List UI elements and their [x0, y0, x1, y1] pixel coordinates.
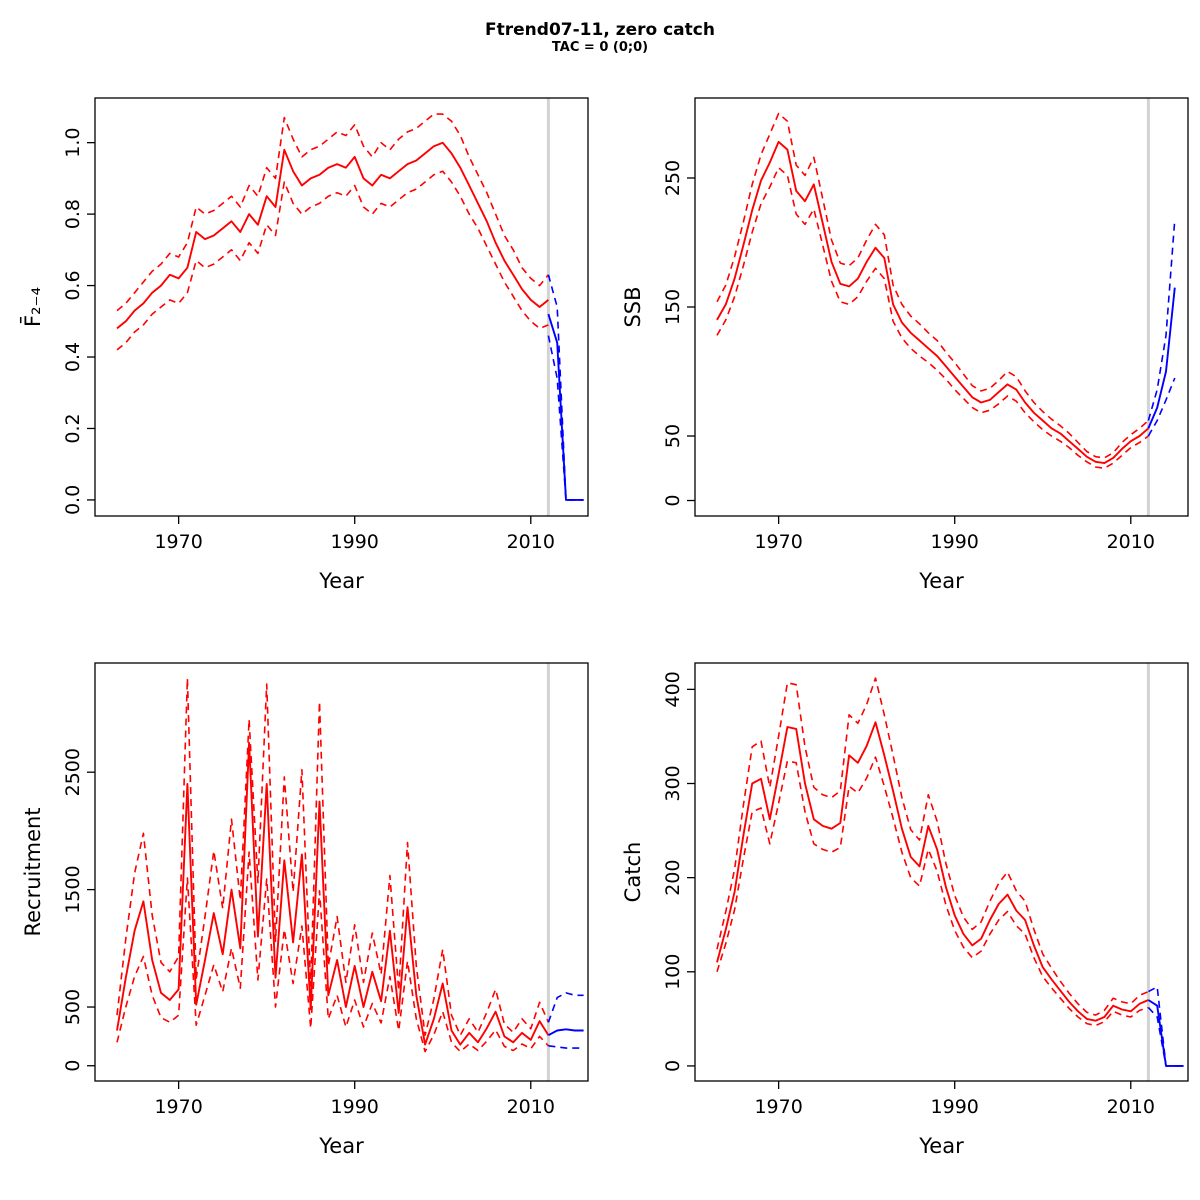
y-axis-tick-label: 0.0: [62, 485, 84, 515]
plot-border: [94, 662, 589, 1082]
projection-ci-upper-line: [547, 992, 584, 1023]
y-axis-tick-label: 300: [662, 765, 684, 801]
charts-grid: 1970 1990 2010 0.0 0.2 0.4 0.6 0.8 1.0 Year F̄₂₋₄ …: [0, 70, 1200, 1200]
ci-lower-line: [116, 851, 549, 1053]
projection-median-line: [547, 1028, 584, 1037]
page-subtitle: TAC = 0 (0;0): [551, 40, 649, 56]
y-axis-tick-label: 0: [62, 1060, 84, 1072]
y-axis-tick-label: 200: [662, 860, 684, 896]
plot-border: [694, 97, 1189, 517]
y-axis-label: F̄₂₋₄: [20, 287, 45, 327]
projection-ci-lower-line: [547, 335, 584, 501]
x-axis-tick-label: 1990: [331, 1096, 379, 1118]
page-title: Ftrend07-11, zero catch: [485, 20, 715, 40]
x-axis-tick-label: 1990: [931, 1096, 979, 1118]
f-trend-chart: 1970 1990 2010 0.0 0.2 0.4 0.6 0.8 1.0 Year F̄₂₋₄: [20, 97, 589, 593]
x-axis-tick-label: 2010: [1107, 531, 1155, 553]
y-axis-tick-label: 1.0: [62, 128, 84, 158]
y-axis-label: SSB: [621, 286, 645, 327]
x-axis-tick-label: 2010: [507, 531, 555, 553]
x-axis-tick-label: 1970: [154, 1096, 202, 1118]
projection-median-line: [547, 313, 584, 501]
recruitment-chart: 1970 1990 2010 0 500 1500 2500 Year Recruitment: [21, 662, 589, 1158]
y-axis-tick-label: 150: [662, 289, 684, 325]
y-axis-tick-label: 0.6: [62, 270, 84, 300]
y-axis-tick-label: 1500: [62, 865, 84, 913]
y-axis-tick-label: 100: [662, 954, 684, 990]
projection-ci-lower-line: [1147, 1007, 1184, 1067]
y-axis-tick-label: 0.2: [62, 413, 84, 443]
y-axis-tick-label: 0.8: [62, 199, 84, 229]
y-axis-tick-label: 2500: [62, 748, 84, 796]
ci-upper-line: [716, 677, 1149, 1016]
x-axis-tick-label: 1970: [154, 531, 202, 553]
y-axis-label: Catch: [621, 842, 645, 903]
projection-ci-upper-line: [547, 274, 584, 501]
ci-upper-line: [116, 677, 550, 1036]
ssb-chart: 1970 1990 2010 0 50 150 250 Year SSB: [621, 97, 1189, 593]
x-axis-label: Year: [318, 1134, 364, 1158]
y-axis-tick-label: 400: [662, 671, 684, 707]
x-axis-label: Year: [318, 569, 364, 593]
median-line: [716, 140, 1150, 465]
ci-upper-line: [116, 113, 550, 312]
x-axis-tick-label: 2010: [507, 1096, 555, 1118]
figure-header: Ftrend07-11, zero catch TAC = 0 (0;0): [0, 0, 1200, 70]
x-axis-tick-label: 1970: [754, 1096, 802, 1118]
ci-lower-line: [116, 170, 549, 351]
x-axis-tick-label: 1990: [331, 531, 379, 553]
projection-median-line: [1147, 999, 1184, 1067]
y-axis-tick-label: 250: [662, 160, 684, 196]
x-axis-tick-label: 1970: [754, 531, 802, 553]
median-line: [716, 721, 1149, 1022]
x-axis-tick-label: 2010: [1107, 1096, 1155, 1118]
ci-lower-line: [716, 756, 1149, 1027]
projection-median-line: [1147, 287, 1176, 429]
x-axis-label: Year: [918, 569, 964, 593]
catch-chart: 1970 1990 2010 0 100 200 300 400 Year Catch: [621, 662, 1189, 1158]
x-axis-tick-label: 1990: [931, 531, 979, 553]
y-axis-label: Recruitment: [21, 807, 45, 936]
median-line: [116, 741, 550, 1046]
y-axis-tick-label: 0.4: [62, 342, 84, 372]
y-axis-tick-label: 0: [662, 494, 684, 506]
median-line: [116, 141, 549, 330]
y-axis-tick-label: 0: [662, 1060, 684, 1072]
y-axis-tick-label: 50: [662, 424, 684, 448]
projection-ci-lower-line: [1147, 377, 1176, 437]
x-axis-label: Year: [918, 1134, 964, 1158]
plot-border: [94, 97, 589, 517]
ci-upper-line: [716, 112, 1149, 459]
plot-border: [694, 662, 1189, 1082]
projection-ci-lower-line: [548, 1045, 584, 1049]
ci-lower-line: [716, 166, 1149, 470]
projection-ci-upper-line: [1148, 986, 1184, 1067]
y-axis-tick-label: 500: [62, 989, 84, 1025]
projection-ci-upper-line: [1147, 219, 1176, 421]
